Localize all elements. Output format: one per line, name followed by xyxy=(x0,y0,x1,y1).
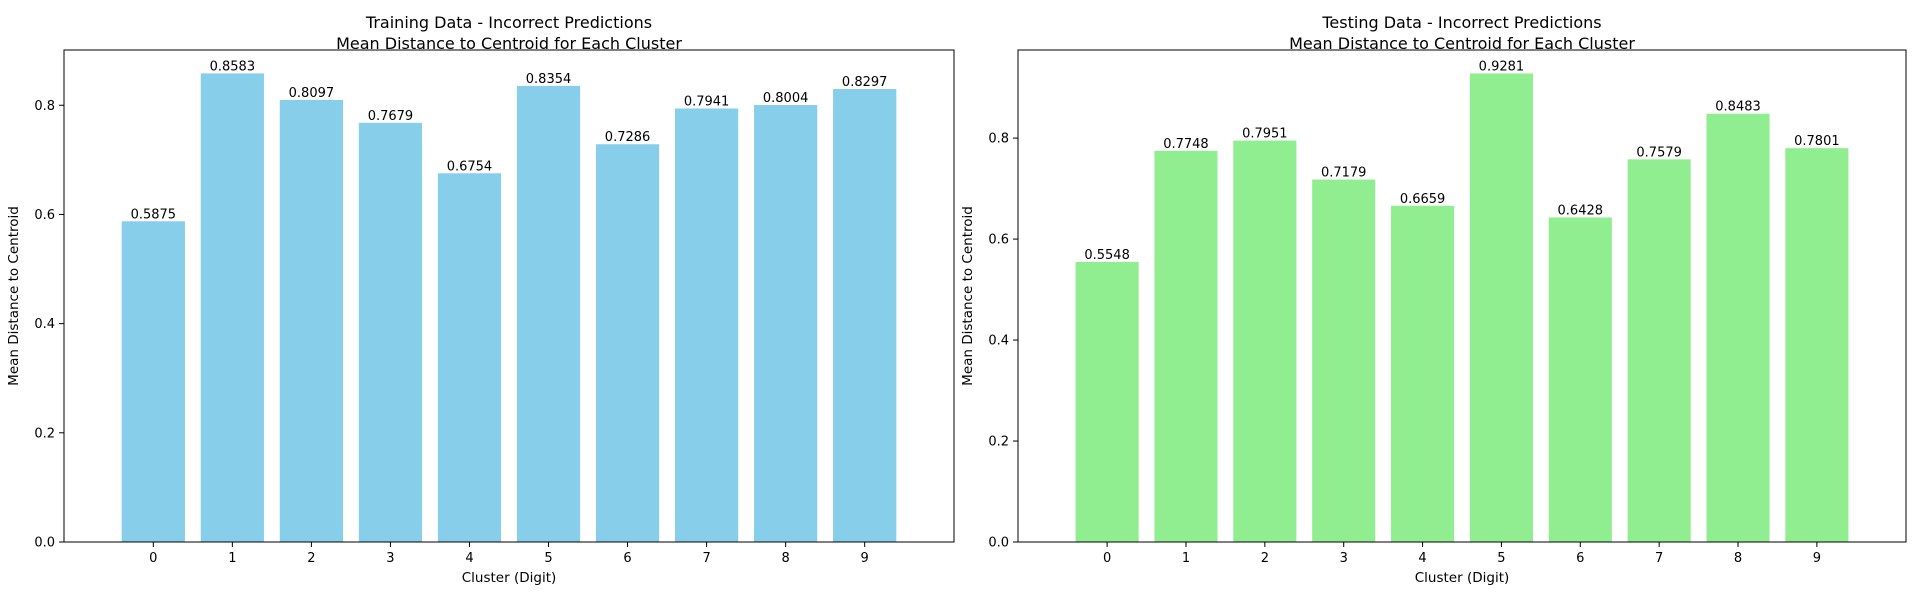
chart-subtitle: Mean Distance to Centroid for Each Clust… xyxy=(1289,34,1635,53)
bar-9 xyxy=(833,89,897,542)
y-tick-label: 0.8 xyxy=(988,132,1009,147)
x-tick-label: 1 xyxy=(228,551,236,566)
x-tick-label: 1 xyxy=(1182,551,1190,566)
x-tick-label: 2 xyxy=(307,551,315,566)
bar-0 xyxy=(121,221,185,542)
bar-value-label: 0.8004 xyxy=(763,91,809,106)
x-tick-label: 5 xyxy=(1497,551,1505,566)
x-axis-label: Cluster (Digit) xyxy=(1415,570,1510,586)
bar-value-label: 0.8354 xyxy=(526,72,572,87)
x-tick-label: 9 xyxy=(861,551,869,566)
bar-value-label: 0.7941 xyxy=(684,94,730,109)
y-axis-label: Mean Distance to Centroid xyxy=(960,206,976,386)
bar-9 xyxy=(1785,148,1849,542)
x-tick-label: 2 xyxy=(1261,551,1269,566)
bar-1 xyxy=(1154,150,1218,542)
bar-value-label: 0.5875 xyxy=(131,207,177,222)
y-tick-label: 0.0 xyxy=(34,536,55,551)
bar-value-label: 0.7286 xyxy=(605,130,651,145)
bar-value-label: 0.7579 xyxy=(1636,145,1682,160)
bar-0 xyxy=(1075,261,1139,542)
y-tick-label: 0.4 xyxy=(988,334,1009,349)
plot-frame xyxy=(1017,49,1907,543)
x-tick-label: 3 xyxy=(386,551,394,566)
bar-value-label: 0.8583 xyxy=(210,59,256,74)
bar-5 xyxy=(1469,73,1533,543)
x-tick-label: 5 xyxy=(544,551,552,566)
x-tick-label: 0 xyxy=(149,551,157,566)
bar-4 xyxy=(437,173,502,542)
x-tick-label: 8 xyxy=(781,551,789,566)
x-tick-label: 6 xyxy=(623,551,631,566)
x-tick-label: 6 xyxy=(1576,551,1584,566)
bar-value-label: 0.7679 xyxy=(368,109,414,124)
chart-title: Testing Data - Incorrect Predictions xyxy=(1321,13,1601,32)
bar-value-label: 0.8097 xyxy=(289,86,335,101)
bar-value-label: 0.5548 xyxy=(1084,248,1130,263)
x-tick-label: 7 xyxy=(702,551,710,566)
bar-value-label: 0.7179 xyxy=(1321,166,1367,181)
x-tick-label: 4 xyxy=(465,551,473,566)
y-tick-label: 0.6 xyxy=(988,233,1009,248)
bar-value-label: 0.7748 xyxy=(1163,137,1209,152)
y-axis-label: Mean Distance to Centroid xyxy=(6,206,22,386)
bar-value-label: 0.7951 xyxy=(1242,127,1288,142)
bar-6 xyxy=(1548,217,1612,542)
bar-value-label: 0.8297 xyxy=(842,75,888,90)
bar-value-label: 0.9281 xyxy=(1479,59,1525,74)
bar-value-label: 0.8483 xyxy=(1715,100,1761,115)
bar-2 xyxy=(279,99,344,542)
bar-4 xyxy=(1391,205,1455,543)
y-tick-label: 0.8 xyxy=(34,99,55,114)
x-tick-label: 7 xyxy=(1655,551,1663,566)
y-tick-label: 0.2 xyxy=(34,426,55,441)
bar-5 xyxy=(516,85,581,543)
bar-3 xyxy=(1312,179,1376,543)
x-tick-label: 4 xyxy=(1418,551,1426,566)
y-tick-label: 0.4 xyxy=(34,317,55,332)
bar-1 xyxy=(200,73,264,543)
chart-panel-1: 0.554800.774810.795120.717930.665940.928… xyxy=(960,13,1907,586)
bar-value-label: 0.6428 xyxy=(1558,203,1604,218)
bar-6 xyxy=(595,144,660,543)
bar-2 xyxy=(1233,140,1297,542)
y-tick-label: 0.0 xyxy=(988,536,1009,551)
bar-8 xyxy=(1706,113,1770,542)
chart-panel-0: 0.5875 0 0.8583 1 0.8097 2 0.7679 3 0.6754 4 0.835… xyxy=(6,13,955,586)
bar-value-label: 0.7801 xyxy=(1794,134,1840,149)
bar-value-label: 0.6754 xyxy=(447,159,493,174)
bar-7 xyxy=(674,108,739,542)
y-tick-label: 0.2 xyxy=(988,435,1009,450)
x-tick-label: 9 xyxy=(1813,551,1821,566)
bar-3 xyxy=(358,122,423,543)
bar-7 xyxy=(1627,159,1691,543)
x-tick-label: 8 xyxy=(1734,551,1742,566)
bar-8 xyxy=(754,105,818,542)
y-tick-label: 0.6 xyxy=(34,208,55,223)
x-tick-label: 0 xyxy=(1103,551,1111,566)
chart-title: Training Data - Incorrect Predictions xyxy=(365,13,652,32)
x-tick-label: 3 xyxy=(1340,551,1348,566)
x-axis-label: Cluster (Digit) xyxy=(462,570,557,586)
bar-value-label: 0.6659 xyxy=(1400,192,1446,207)
chart-subtitle: Mean Distance to Centroid for Each Clust… xyxy=(336,34,682,53)
plot-frame xyxy=(63,49,955,543)
